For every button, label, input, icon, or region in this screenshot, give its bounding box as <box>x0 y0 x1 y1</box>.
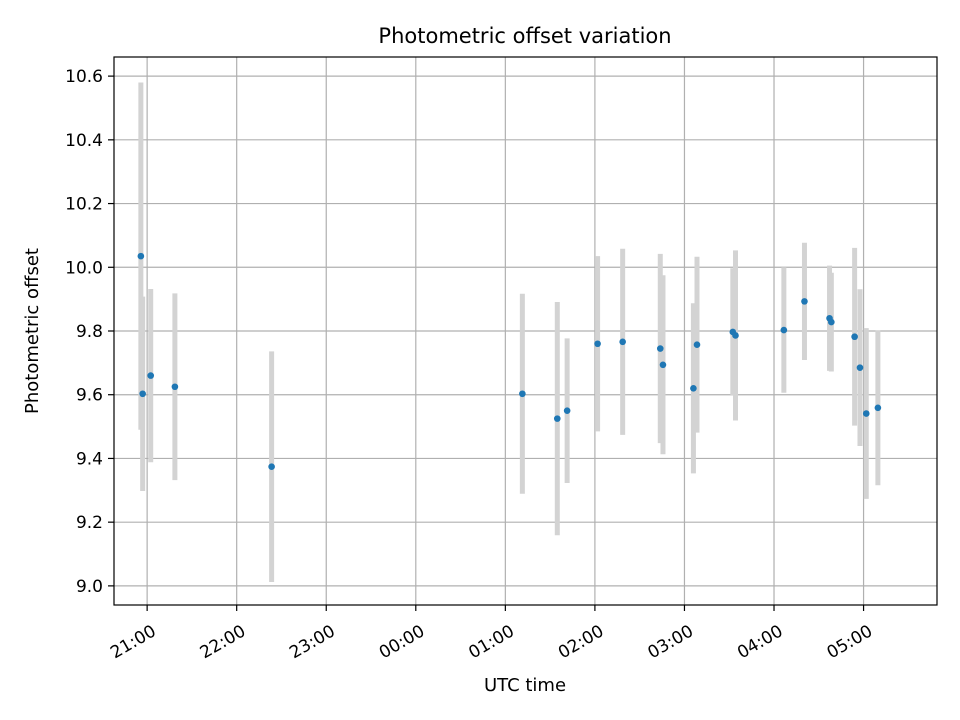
data-point <box>693 341 701 349</box>
data-point <box>851 333 858 341</box>
y-tick-label: 10.0 <box>65 258 103 278</box>
data-point <box>268 463 275 471</box>
y-axis-label: Photometric offset <box>22 248 43 414</box>
data-point <box>553 415 561 422</box>
data-point <box>563 407 571 414</box>
data-point <box>147 372 155 379</box>
data-point <box>874 404 882 412</box>
y-tick-label: 9.6 <box>76 386 103 406</box>
data-point <box>828 318 835 326</box>
y-axis-ticks: 9.0 9.2 9.4 9.6 9.8 10.0 10.2 10.4 10.6 <box>65 67 114 597</box>
data-point <box>519 390 526 398</box>
data-point <box>659 361 667 369</box>
y-tick-label: 10.6 <box>65 67 103 87</box>
y-tick-label: 9.0 <box>76 577 103 597</box>
data-points <box>137 252 882 471</box>
data-point <box>656 345 664 352</box>
data-point <box>171 383 179 391</box>
data-point <box>139 390 146 398</box>
y-tick-label: 9.2 <box>76 513 103 533</box>
grid <box>114 57 937 605</box>
y-tick-label: 9.8 <box>76 322 103 342</box>
data-point <box>801 298 808 305</box>
y-tick-label: 9.4 <box>76 449 103 469</box>
data-point <box>690 385 697 392</box>
data-point <box>137 252 145 260</box>
data-point <box>856 364 864 371</box>
data-point <box>862 410 870 417</box>
data-point <box>594 340 601 348</box>
y-tick-label: 10.4 <box>65 131 103 151</box>
data-point <box>732 332 739 339</box>
x-axis-label: UTC time <box>484 675 566 696</box>
y-tick-label: 10.2 <box>65 195 103 215</box>
data-point <box>780 326 788 334</box>
data-point <box>619 338 626 346</box>
chart-title: Photometric offset variation <box>378 24 671 48</box>
